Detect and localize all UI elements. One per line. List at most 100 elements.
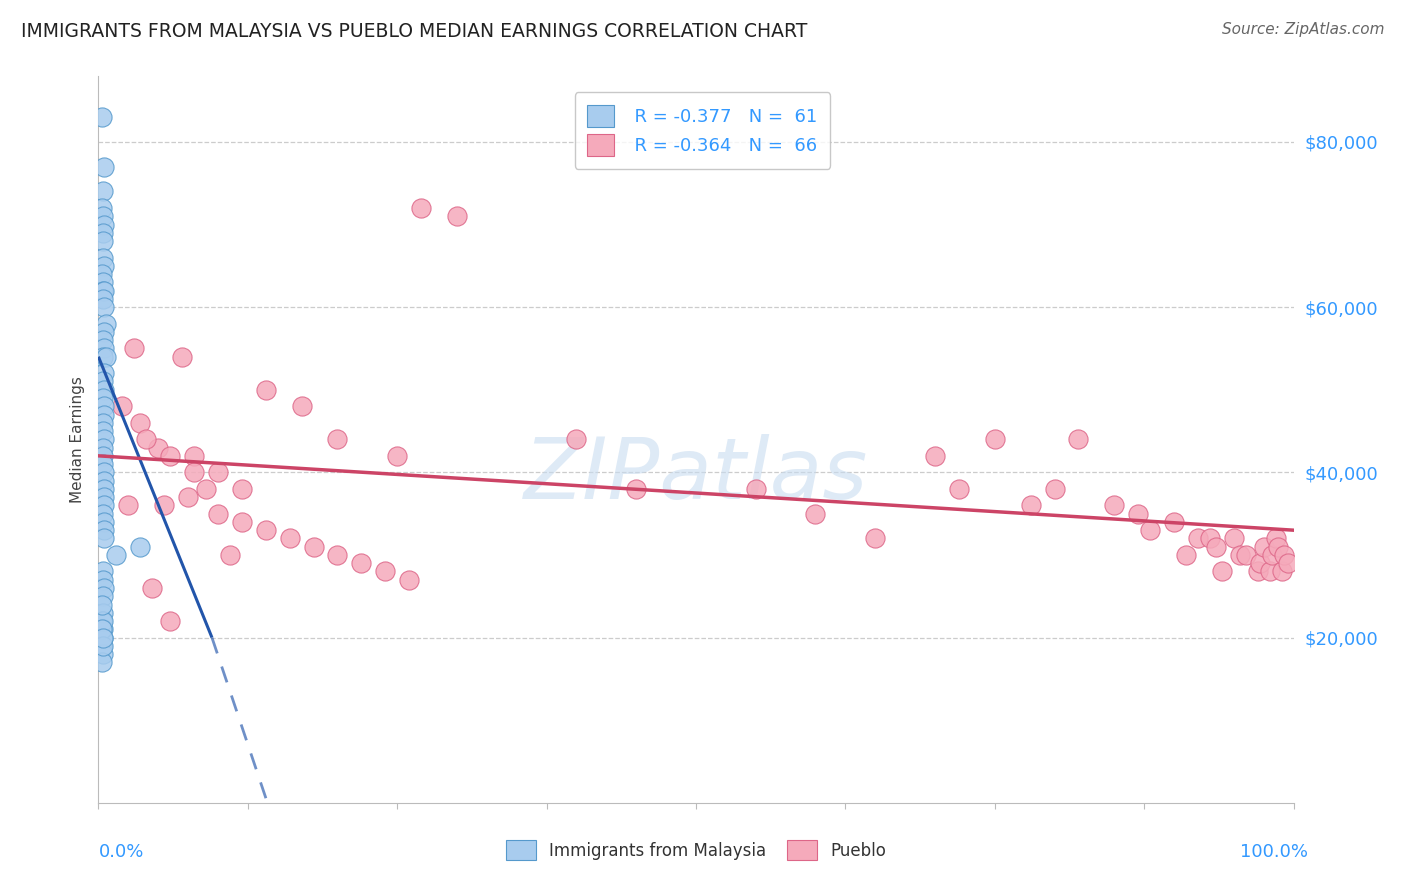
Point — [1247, 565, 1270, 579]
Point — [350, 556, 373, 570]
Point — [207, 466, 229, 480]
Point — [93, 474, 115, 488]
Point — [93, 259, 115, 273]
Point — [1249, 556, 1271, 570]
Point — [91, 110, 114, 124]
Point — [93, 490, 115, 504]
Point — [93, 408, 115, 422]
Point — [91, 185, 114, 199]
Point — [1229, 548, 1251, 562]
Point — [207, 507, 229, 521]
Point — [91, 589, 114, 603]
Point — [94, 350, 117, 364]
Point — [91, 234, 114, 248]
Point — [1277, 556, 1299, 570]
Point — [398, 573, 420, 587]
Point — [326, 548, 349, 562]
Point — [93, 160, 115, 174]
Point — [1264, 532, 1286, 546]
Point — [1258, 565, 1281, 579]
Point — [129, 540, 152, 554]
Point — [326, 432, 349, 446]
Point — [93, 466, 115, 480]
Point — [93, 325, 115, 339]
Point — [91, 251, 114, 265]
Point — [93, 399, 115, 413]
Point — [446, 209, 468, 223]
Point — [1128, 507, 1150, 521]
Text: ZIPatlas: ZIPatlas — [524, 434, 868, 517]
Point — [91, 647, 114, 661]
Point — [91, 631, 114, 645]
Text: 100.0%: 100.0% — [1240, 843, 1308, 861]
Point — [804, 507, 827, 521]
Point — [1234, 548, 1257, 562]
Point — [374, 565, 396, 579]
Point — [91, 333, 114, 347]
Point — [93, 532, 115, 546]
Point — [254, 383, 277, 397]
Point — [195, 482, 218, 496]
Point — [93, 581, 115, 595]
Point — [626, 482, 648, 496]
Point — [91, 292, 114, 306]
Point — [91, 639, 114, 653]
Point — [105, 548, 128, 562]
Point — [924, 449, 946, 463]
Point — [135, 432, 157, 446]
Point — [91, 623, 114, 637]
Point — [1175, 548, 1198, 562]
Point — [91, 284, 114, 298]
Point — [1163, 515, 1185, 529]
Point — [93, 366, 115, 380]
Point — [1139, 523, 1161, 537]
Point — [1205, 540, 1227, 554]
Point — [91, 350, 114, 364]
Point — [94, 317, 117, 331]
Point — [385, 449, 409, 463]
Point — [231, 515, 253, 529]
Point — [278, 532, 301, 546]
Point — [93, 499, 115, 513]
Point — [1253, 540, 1275, 554]
Point — [91, 565, 114, 579]
Point — [93, 342, 115, 356]
Point — [129, 416, 152, 430]
Point — [93, 523, 115, 537]
Point — [411, 201, 433, 215]
Point — [91, 209, 114, 223]
Point — [117, 499, 139, 513]
Point — [93, 300, 115, 314]
Point — [183, 449, 205, 463]
Point — [91, 614, 114, 628]
Point — [1187, 532, 1209, 546]
Y-axis label: Median Earnings: Median Earnings — [70, 376, 86, 503]
Point — [302, 540, 325, 554]
Point — [159, 449, 181, 463]
Point — [254, 523, 277, 537]
Point — [231, 482, 253, 496]
Point — [91, 631, 114, 645]
Point — [1199, 532, 1222, 546]
Point — [93, 482, 115, 496]
Point — [93, 383, 115, 397]
Point — [291, 399, 314, 413]
Point — [91, 441, 114, 455]
Point — [219, 548, 242, 562]
Legend: Immigrants from Malaysia, Pueblo: Immigrants from Malaysia, Pueblo — [499, 833, 893, 867]
Point — [111, 399, 134, 413]
Point — [984, 432, 1007, 446]
Point — [141, 581, 163, 595]
Point — [745, 482, 768, 496]
Point — [91, 375, 114, 389]
Point — [91, 457, 114, 471]
Point — [565, 432, 588, 446]
Point — [91, 267, 114, 281]
Point — [1267, 540, 1289, 554]
Point — [93, 218, 115, 232]
Point — [91, 656, 114, 670]
Text: IMMIGRANTS FROM MALAYSIA VS PUEBLO MEDIAN EARNINGS CORRELATION CHART: IMMIGRANTS FROM MALAYSIA VS PUEBLO MEDIA… — [21, 22, 807, 41]
Point — [1211, 565, 1233, 579]
Point — [91, 226, 114, 240]
Point — [91, 614, 114, 628]
